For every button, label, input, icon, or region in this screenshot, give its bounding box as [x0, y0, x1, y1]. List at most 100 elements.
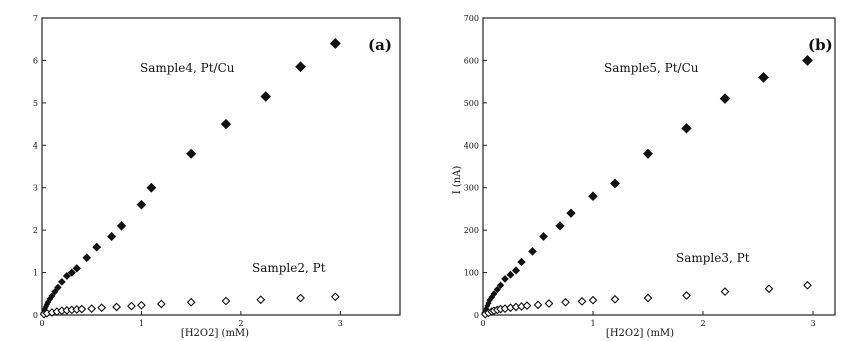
panel-b-x-tick-label: 3	[810, 319, 815, 328]
panel-a-y-tick-label: 5	[33, 99, 38, 108]
panel-a-axes-frame	[41, 17, 401, 316]
panel-a-series-1-point	[136, 199, 147, 210]
panel-b-series-1-point	[490, 290, 498, 298]
panel-a-x-axis-title: [H2O2] (mM)	[181, 328, 249, 339]
panel-a-annotation-2: Sample2, Pt	[252, 261, 326, 275]
panel-b-series-2-point	[588, 295, 598, 305]
panel-b-series-1-point	[539, 232, 548, 241]
panel-b-series-2-point	[682, 291, 691, 300]
panel-b-y-axis-title: I (nA)	[452, 166, 463, 195]
panel-b-y-tick-label: 300	[464, 184, 479, 193]
panel-a-series-2-point	[296, 293, 305, 303]
panel-b-series-1-point	[528, 247, 537, 256]
panel-a-series-1-point	[329, 38, 341, 49]
panel-a-series-1-point	[220, 118, 232, 130]
panel-a-annotation-1: Sample4, Pt/Cu	[140, 61, 235, 75]
panel-a-series-1-point	[62, 272, 71, 280]
panel-a-series-1-point	[51, 288, 59, 296]
panel-b-series-1-point	[555, 221, 565, 231]
panel-a-series-1-point	[116, 221, 127, 231]
panel-a-series-2-point	[112, 302, 121, 312]
panel-b-series-1-point	[719, 93, 731, 104]
panel-a-series-2-point	[256, 295, 266, 305]
panel-a-series-2-point	[156, 299, 166, 309]
panel-b-series-1-point	[802, 55, 813, 66]
panel-b-series-1-point	[610, 178, 620, 189]
panel-b-x-tick-label: 2	[700, 319, 705, 328]
panel-a-plot-area: 0 1 2 3 4 5 6 7 0 1 2 3	[33, 14, 401, 328]
panel-b-y-tick-label: 700	[464, 14, 479, 23]
panel-b-series-1-point	[642, 148, 654, 159]
panel-a-series-1-point	[72, 264, 81, 273]
panel-b-annotation-2: Sample3, Pt	[676, 251, 750, 265]
panel-a-series-1-point	[146, 182, 157, 193]
panel-a-series-1-point	[295, 61, 306, 73]
panel-a-series-1-point	[48, 292, 56, 300]
panel-b-series-2-point	[803, 280, 812, 290]
panel-b-plot-area: 0 100 200 300 400 500 600 700 0 1 2 3	[464, 14, 836, 328]
panel-b-series-1-point	[517, 257, 526, 267]
panel-a-series-1-point	[58, 278, 66, 286]
panel-b-series-1-point	[566, 208, 576, 218]
panel-b-y-tick-label: 600	[464, 56, 479, 65]
panel-b-series-2-point	[533, 300, 543, 310]
panel-b-label: (b)	[808, 36, 833, 54]
panel-b-x-tick-label: 0	[480, 319, 485, 328]
panel-b-axes-frame	[482, 17, 836, 316]
panel-b-series-2-point	[764, 284, 774, 294]
panel-a-x-tick-label: 2	[238, 319, 243, 328]
panel-a-series-1-point	[107, 231, 117, 242]
panel-a-y-tick-label: 7	[33, 14, 38, 23]
panel-a-x-tick-label: 1	[139, 319, 144, 328]
panel-a-series-1-point	[82, 253, 92, 263]
panel-a-y-tick-label: 4	[33, 141, 38, 150]
panel-a-x-tick-label: 0	[39, 319, 44, 328]
panel-a-series-2-point	[186, 297, 196, 307]
panel-b-series-2-point	[544, 299, 554, 308]
panel-a: 0 1 2 3 4 5 6 7 0 1 2 3 (a) Sample4, Pt/Cu Sample2,…	[33, 14, 401, 339]
panel-a-y-tick-label: 1	[33, 269, 38, 278]
panel-b-series-2-point	[610, 294, 620, 304]
panel-b-y-tick-label: 500	[464, 99, 479, 108]
panel-b-series-1-point	[758, 72, 769, 83]
panel-a-series-2-point	[77, 304, 87, 314]
panel-b-x-axis-title: [H2O2] (mM)	[606, 328, 674, 339]
panel-b-series-2-point	[643, 293, 653, 303]
panel-b-series-2-point	[577, 297, 587, 306]
panel-b-y-tick-label: 200	[464, 226, 479, 235]
panel-a-series-2-point	[221, 296, 231, 306]
panel-a-y-tick-label: 3	[33, 184, 38, 193]
panel-b-series-1-point	[511, 266, 521, 275]
panel-b-series-1-point	[588, 191, 598, 201]
panel-b-series-1-point	[506, 270, 515, 279]
panel-b-y-tick-label: 100	[464, 269, 479, 278]
panel-a-series-1-point	[54, 283, 62, 292]
panel-b-series-1-point	[501, 275, 509, 283]
panel-a-series-1-point	[92, 242, 102, 252]
panel-b-series-1-point	[493, 285, 501, 294]
panel-a-series-2-point	[97, 303, 107, 313]
panel-a-series-2-point	[330, 292, 340, 302]
panel-b-y-tick-label: 400	[464, 141, 479, 150]
panel-b-y-tick-label: 0	[474, 311, 479, 320]
panel-b-series-2-point	[522, 301, 532, 311]
panel-b: 0 100 200 300 400 500 600 700 0 1 2 3 (b) Sample5, …	[452, 14, 836, 339]
panel-a-series-2-point	[127, 301, 136, 311]
panel-a-y-tick-label: 0	[33, 311, 38, 320]
panel-a-y-tick-label: 6	[33, 56, 38, 65]
panel-a-y-tick-label: 2	[33, 226, 38, 235]
panel-b-series-2-point	[720, 287, 730, 297]
panel-b-annotation-1: Sample5, Pt/Cu	[604, 61, 699, 75]
panel-b-x-tick-label: 1	[590, 319, 595, 328]
panel-b-series-1-point	[496, 281, 505, 290]
panel-a-series-2-point	[137, 300, 146, 310]
panel-a-x-tick-label: 3	[338, 319, 343, 328]
panel-a-series-1-point	[260, 91, 272, 102]
panel-a-series-1-point	[186, 148, 197, 159]
panel-b-series-2-point	[561, 297, 570, 307]
panel-a-label: (a)	[368, 36, 392, 54]
panel-b-series-1-point	[681, 123, 692, 134]
panel-a-series-2-point	[87, 304, 97, 314]
panel-a-series-1-point	[67, 268, 76, 277]
